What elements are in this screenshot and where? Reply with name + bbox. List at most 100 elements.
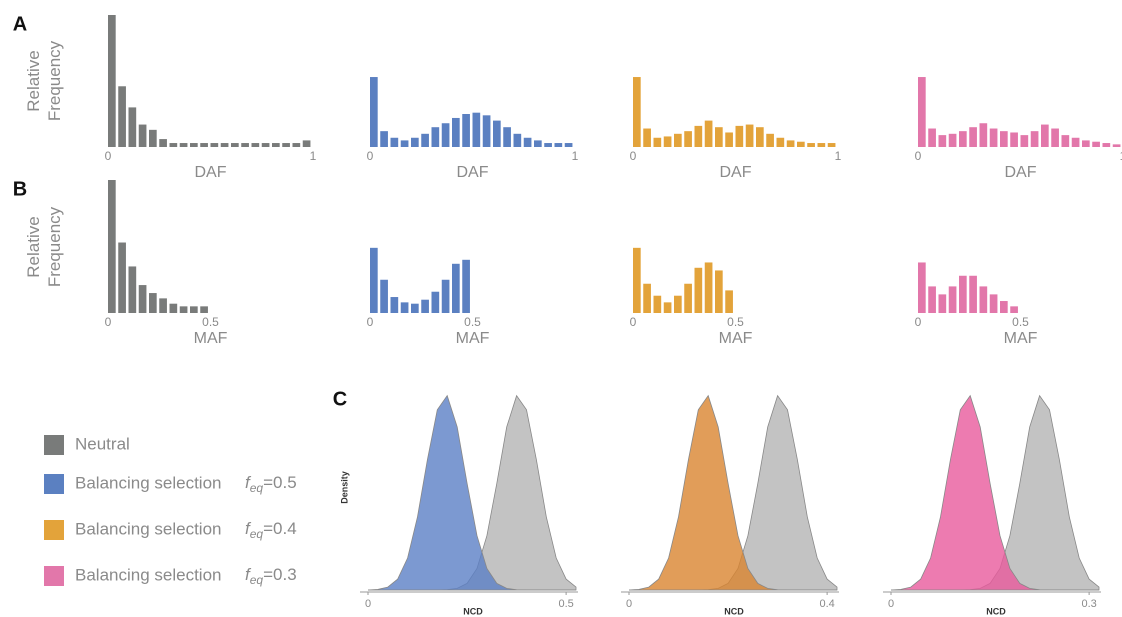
- y-axis-label: Relative Frequency: [24, 206, 64, 287]
- bar: [725, 132, 733, 147]
- bar: [725, 290, 733, 313]
- bar: [179, 306, 188, 313]
- bar: [554, 143, 563, 147]
- bar: [1020, 135, 1029, 147]
- x-axis-label: NCD: [986, 606, 1006, 616]
- bar: [411, 137, 419, 147]
- bar: [979, 123, 988, 147]
- bar: [220, 143, 229, 147]
- bar: [1030, 131, 1039, 147]
- bar: [1061, 135, 1070, 147]
- density-area: [367, 394, 576, 591]
- bar: [431, 127, 440, 147]
- bar: [380, 131, 388, 147]
- bar: [128, 107, 137, 147]
- bar: [1071, 137, 1080, 147]
- bar: [169, 303, 178, 313]
- bar: [138, 285, 147, 313]
- y-axis-label: Relative Frequency: [24, 40, 64, 122]
- param-value: =0.5: [263, 473, 297, 492]
- x-tick-label: 0.5: [464, 315, 481, 329]
- x-tick-label: 0: [630, 149, 637, 163]
- bar: [431, 291, 440, 313]
- param-symbol: f: [245, 565, 252, 584]
- bar: [118, 242, 126, 313]
- bar: [390, 297, 399, 313]
- bar: [745, 124, 754, 147]
- bar: [370, 77, 378, 147]
- x-axis-label: NCD: [463, 606, 483, 616]
- bar: [441, 123, 450, 147]
- x-tick-label: 0: [915, 149, 922, 163]
- bar: [390, 137, 399, 147]
- legend-label: Neutral: [75, 434, 130, 453]
- bar: [653, 137, 662, 147]
- bar: [272, 143, 280, 147]
- bar: [948, 133, 957, 147]
- bar: [989, 128, 998, 147]
- bar: [643, 128, 651, 147]
- legend-swatch: [44, 474, 64, 494]
- x-tick-label: 1: [572, 149, 579, 163]
- bar: [663, 302, 672, 313]
- bar: [1092, 141, 1100, 147]
- y-axis-label: Density: [339, 471, 349, 504]
- panel-label: B: [13, 178, 27, 200]
- bar: [231, 143, 239, 147]
- bar: [190, 143, 198, 147]
- bar: [251, 143, 260, 147]
- x-tick-label: 0: [888, 598, 894, 610]
- x-axis-label: DAF: [457, 164, 489, 181]
- bar: [472, 112, 481, 147]
- bar: [1010, 306, 1018, 313]
- x-tick-label: 0.5: [1012, 315, 1029, 329]
- bar: [159, 298, 167, 313]
- x-axis-label: MAF: [719, 330, 753, 347]
- bar: [564, 143, 573, 147]
- x-tick-label: 1: [835, 149, 842, 163]
- bar: [704, 262, 713, 313]
- x-tick-label: 0: [626, 598, 632, 610]
- bar: [452, 263, 460, 313]
- x-tick-label: 0.3: [1081, 598, 1096, 610]
- bar: [918, 77, 926, 147]
- param-symbol: f: [245, 519, 252, 538]
- bar: [200, 143, 208, 147]
- bar: [441, 279, 450, 313]
- param-symbol: f: [245, 473, 252, 492]
- param-subscript: eq: [250, 481, 264, 495]
- bar: [159, 139, 167, 147]
- bar: [938, 135, 947, 147]
- legend-param: feq=0.5: [245, 473, 297, 495]
- x-tick-label: 0.5: [558, 598, 573, 610]
- bar: [380, 279, 388, 313]
- x-tick-label: 0.5: [727, 315, 744, 329]
- bar: [1041, 124, 1049, 147]
- x-tick-label: 0: [367, 149, 374, 163]
- x-tick-label: 0.4: [819, 598, 834, 610]
- legend-label: Balancing selection: [75, 519, 221, 538]
- bar: [149, 293, 157, 313]
- panel-label: C: [333, 388, 347, 410]
- bar: [411, 303, 419, 313]
- bar: [817, 143, 826, 147]
- x-tick-label: 1: [310, 149, 317, 163]
- x-tick-label: 0: [915, 315, 922, 329]
- bar: [1102, 143, 1111, 147]
- bar: [928, 128, 936, 147]
- legend-swatch: [44, 566, 64, 586]
- bar: [108, 180, 116, 313]
- bar: [979, 286, 988, 313]
- bar: [421, 133, 429, 147]
- bar: [969, 127, 977, 147]
- x-tick-label: 1: [1120, 149, 1122, 163]
- bar: [928, 286, 936, 313]
- bar: [674, 133, 682, 147]
- bar: [241, 143, 249, 147]
- bar: [959, 131, 967, 147]
- bar: [989, 294, 998, 313]
- bar: [786, 140, 795, 147]
- bar: [149, 129, 157, 147]
- bar: [1112, 144, 1121, 147]
